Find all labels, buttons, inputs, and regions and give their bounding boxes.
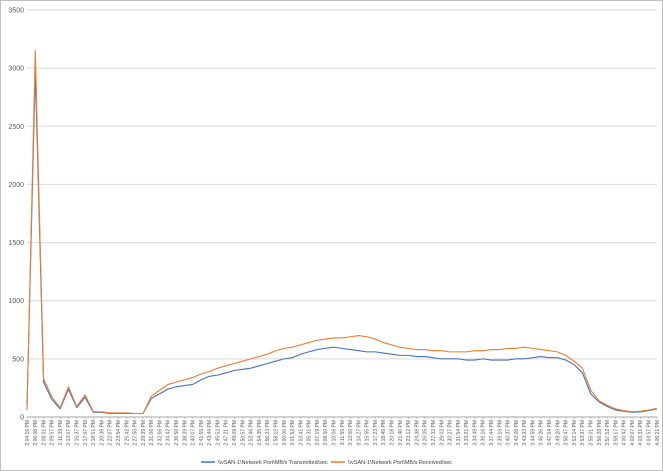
x-tick-label: 3:31:54 PM — [456, 420, 462, 446]
x-tick-label: 3:20:18 PM — [390, 420, 396, 446]
legend-label: \\vSAN-1\Network Port\MB/s Received/sec — [348, 460, 452, 466]
x-tick-label: 3:34:49 PM — [472, 420, 478, 446]
x-tick-label: 3:50:47 PM — [564, 420, 570, 446]
y-tick-label: 1000 — [8, 298, 24, 305]
x-tick-label: 2:20:39 PM — [99, 420, 105, 446]
x-tick-label: 2:47:21 PM — [224, 420, 230, 446]
x-tick-label: 3:57:52 PM — [605, 420, 611, 446]
x-tick-label: 3:27:33 PM — [431, 420, 437, 446]
x-tick-label: 3:55:01 PM — [588, 420, 594, 446]
x-tick-label: 2:08:01 PM — [41, 420, 47, 446]
x-tick-label: 3:08:50 PM — [323, 420, 329, 446]
y-tick-label: 2000 — [8, 182, 24, 189]
x-tick-label: 3:03:41 PM — [298, 420, 304, 446]
x-tick-label: 3:05:31 PM — [307, 420, 313, 446]
x-tick-label: 3:15:55 PM — [365, 420, 371, 446]
x-tick-label: 4:02:07 PM — [630, 420, 636, 446]
x-tick-label: 2:34:42 PM — [166, 420, 172, 446]
y-tick-label: 0 — [20, 415, 24, 422]
y-axis-ticks: 0 500 1000 1500 2000 2500 3000 3500 — [8, 8, 24, 422]
x-tick-label: 3:23:12 PM — [406, 420, 412, 446]
x-tick-label: 2:41:55 PM — [199, 420, 205, 446]
x-tick-label: 3:44:59 PM — [530, 420, 536, 446]
x-tick-label: 3:47:54 PM — [547, 420, 553, 446]
x-tick-label: 4:04:57 PM — [647, 420, 653, 446]
x-tick-label: 2:18:51 PM — [91, 420, 97, 446]
x-axis-ticks: 2:04:16 PM 2:06:08 PM 2:08:01 PM 2:09:57 PM… — [25, 417, 661, 446]
y-tick-label: 1500 — [8, 240, 24, 247]
x-tick-label: 2:36:50 PM — [174, 420, 180, 446]
x-tick-label: 2:29:39 PM — [141, 420, 147, 446]
x-tick-label: 2:40:07 PM — [191, 420, 197, 446]
y-tick-label: 500 — [12, 356, 24, 363]
x-tick-label: 3:43:33 PM — [522, 420, 528, 446]
x-tick-label: 3:53:37 PM — [580, 420, 586, 446]
x-tick-label: 2:52:46 PM — [249, 420, 255, 446]
x-tick-label: 3:56:28 PM — [597, 420, 603, 446]
x-tick-label: 3:37:44 PM — [489, 420, 495, 446]
x-tick-label: 2:27:50 PM — [133, 420, 139, 446]
x-tick-label: 3:49:20 PM — [555, 420, 561, 446]
y-tick-label: 2500 — [8, 124, 24, 131]
x-tick-label: 3:01:52 PM — [290, 420, 296, 446]
x-tick-label: 3:17:23 PM — [373, 420, 379, 446]
x-tick-label: 3:30:27 PM — [448, 420, 454, 446]
x-tick-label: 3:42:06 PM — [514, 420, 520, 446]
x-tick-label: 2:50:57 PM — [240, 420, 246, 446]
x-tick-label: 3:11:55 PM — [340, 420, 346, 445]
legend-label: \\vSAN-1\Network Port\MB/s Transmitted/s… — [218, 460, 328, 466]
x-tick-label: 3:39:10 PM — [497, 420, 503, 446]
x-tick-label: 2:15:37 PM — [75, 420, 81, 446]
x-tick-label: 2:43:44 PM — [207, 420, 213, 446]
x-tick-label: 3:52:14 PM — [572, 420, 578, 446]
x-tick-label: 3:07:19 PM — [315, 420, 321, 446]
x-tick-label: 2:31:06 PM — [149, 420, 155, 446]
y-tick-label: 3500 — [8, 8, 24, 15]
x-tick-label: 3:26:05 PM — [423, 420, 429, 446]
x-tick-label: 2:23:54 PM — [116, 420, 122, 446]
x-tick-label: 3:10:06 PM — [332, 420, 338, 446]
x-tick-label: 3:24:38 PM — [414, 420, 420, 446]
x-tick-label: 3:21:46 PM — [398, 420, 404, 446]
x-tick-label: 2:06:08 PM — [33, 420, 39, 446]
x-tick-label: 2:04:16 PM — [25, 420, 31, 446]
x-tick-label: 3:13:00 PM — [348, 420, 354, 446]
x-tick-label: 3:59:17 PM — [613, 420, 619, 446]
x-tick-label: 3:18:49 PM — [381, 420, 387, 446]
x-tick-label: 2:32:56 PM — [157, 420, 163, 446]
x-tick-label: 3:14:27 PM — [356, 420, 362, 446]
x-tick-label: 3:29:02 PM — [439, 420, 445, 446]
x-tick-label: 3:46:26 PM — [539, 420, 545, 446]
series-line-received — [26, 50, 658, 415]
x-tick-label: 3:40:37 PM — [506, 420, 512, 446]
x-tick-label: 2:58:12 PM — [273, 420, 279, 446]
x-tick-label: 2:09:57 PM — [50, 420, 56, 446]
x-tick-label: 2:25:42 PM — [124, 420, 130, 446]
x-tick-label: 3:33:21 PM — [464, 420, 470, 446]
x-tick-label: 2:17:07 PM — [83, 420, 89, 446]
series-line-transmitted — [26, 69, 658, 415]
y-tick-label: 3000 — [8, 66, 24, 73]
x-tick-label: 2:38:39 PM — [182, 420, 188, 446]
x-tick-label: 4:06:21 PM — [655, 420, 661, 446]
x-tick-label: 4:00:42 PM — [622, 420, 628, 446]
x-tick-label: 4:03:31 PM — [638, 420, 644, 446]
series-lines — [26, 50, 658, 415]
x-tick-label: 2:11:39 PM — [58, 420, 64, 445]
x-tick-label: 2:54:35 PM — [257, 420, 263, 446]
x-tick-label: 2:22:07 PM — [108, 420, 114, 446]
x-tick-label: 2:13:07 PM — [66, 420, 72, 446]
x-tick-label: 2:56:23 PM — [265, 420, 271, 446]
x-tick-label: 3:36:16 PM — [481, 420, 487, 446]
gridlines — [27, 9, 657, 360]
x-tick-label: 2:49:09 PM — [232, 420, 238, 446]
x-tick-label: 3:00:00 PM — [282, 420, 288, 446]
legend: \\vSAN-1\Network Port\MB/s Transmitted/s… — [201, 460, 452, 466]
x-tick-label: 2:45:52 PM — [215, 420, 221, 446]
